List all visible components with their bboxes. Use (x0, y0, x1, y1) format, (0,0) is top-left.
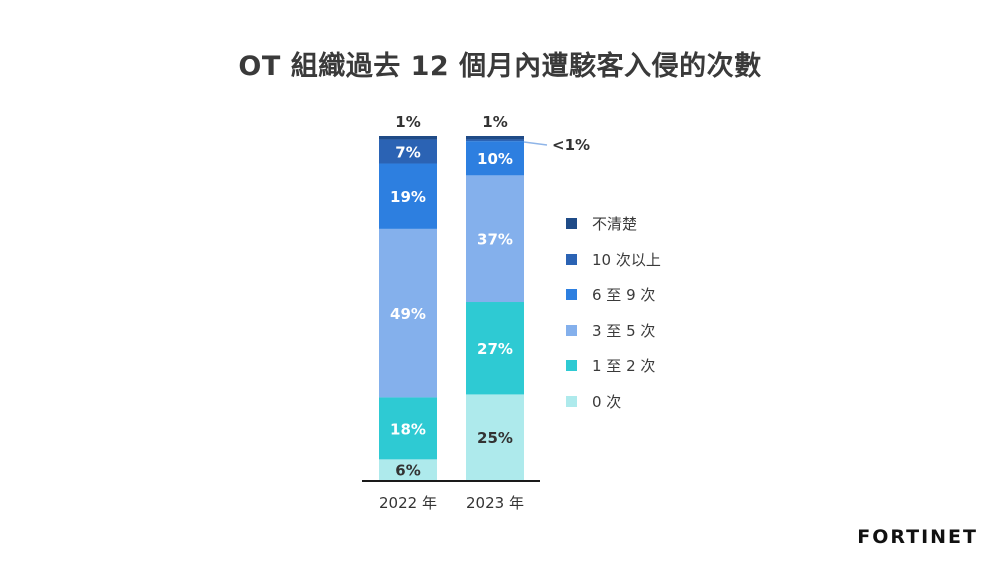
chart-legend: 不清楚 10 次以上 6 至 9 次 3 至 5 次 1 至 2 次 0 次 (566, 206, 661, 419)
legend-item: 1 至 2 次 (566, 348, 661, 384)
data-label: 25% (477, 429, 513, 447)
bar-segment-0-2 (379, 228, 437, 398)
bar-segment-0-3 (379, 163, 437, 229)
data-label: 19% (390, 188, 426, 206)
bar-segment-0-5 (379, 136, 437, 140)
legend-label: 1 至 2 次 (592, 357, 656, 376)
data-label: 18% (390, 420, 426, 438)
bar-segment-0-4 (379, 139, 437, 164)
bar-segment-1-0 (466, 394, 524, 480)
data-label: 27% (477, 340, 513, 358)
fortinet-logo: FORTINET (857, 526, 978, 548)
bar-segment-1-5 (466, 136, 524, 140)
top-label: 1% (395, 113, 420, 131)
legend-swatch (566, 324, 577, 336)
data-label: 10% (477, 150, 513, 168)
bar-segment-1-4 (466, 139, 524, 142)
legend-swatch (566, 360, 577, 372)
data-label: 49% (390, 305, 426, 323)
legend-label: 3 至 5 次 (592, 321, 656, 340)
legend-swatch (566, 218, 577, 230)
x-tick-label: 2022 年 (379, 494, 437, 512)
legend-swatch (566, 289, 577, 301)
legend-label: 不清楚 (592, 215, 638, 234)
top-label: 1% (482, 113, 507, 131)
bar-segment-1-2 (466, 175, 524, 303)
annotation-leader-line (523, 141, 548, 146)
legend-swatch (566, 395, 577, 407)
bar-segment-0-1 (379, 397, 437, 460)
chart-title: OT 組織過去 12 個月內遭駭客入侵的次數 (238, 51, 762, 82)
x-tick-label: 2023 年 (466, 494, 524, 512)
bar-segment-0-0 (379, 459, 437, 480)
data-label: 37% (477, 231, 513, 249)
legend-item: 10 次以上 (566, 242, 661, 278)
bar-segment-1-1 (466, 302, 524, 395)
legend-item: 不清楚 (566, 206, 661, 242)
data-label: 7% (395, 143, 420, 161)
legend-item: 6 至 9 次 (566, 277, 661, 313)
legend-item: 3 至 5 次 (566, 313, 661, 349)
legend-swatch (566, 253, 577, 265)
data-label: 6% (395, 462, 420, 480)
bar-segment-1-3 (466, 141, 524, 176)
legend-label: 10 次以上 (592, 250, 661, 269)
legend-label: 0 次 (592, 392, 622, 411)
legend-item: 0 次 (566, 384, 661, 420)
legend-label: 6 至 9 次 (592, 286, 656, 305)
annotation-label: <1% (552, 136, 590, 154)
